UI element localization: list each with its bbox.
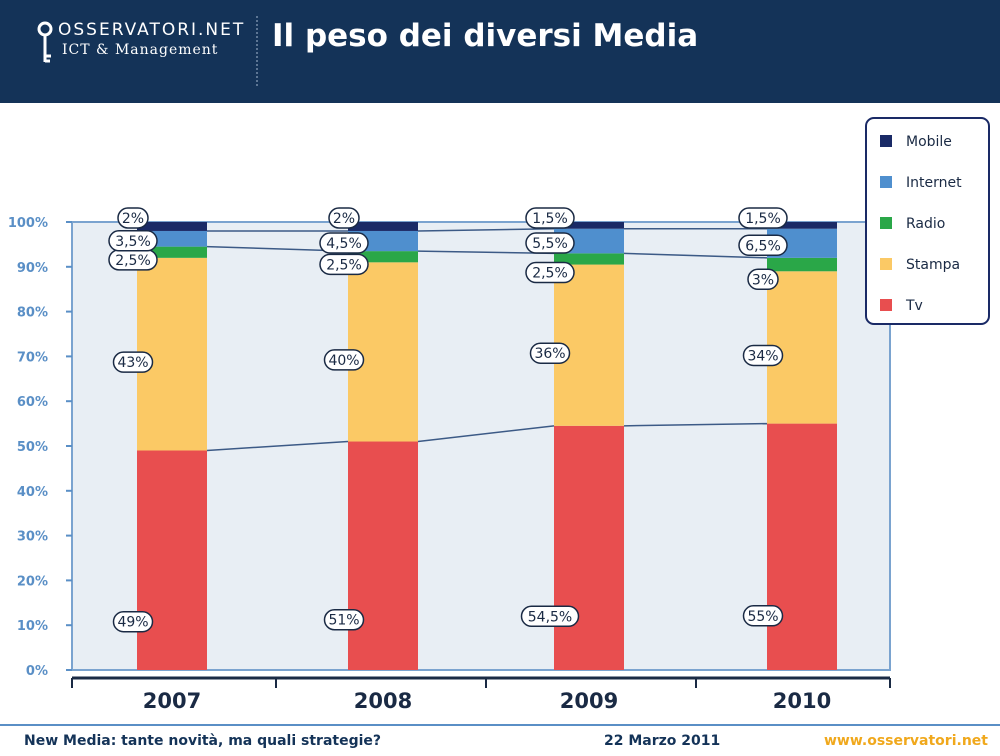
bar-radio-2007 [137,246,207,258]
y-tick-label: 0% [26,664,48,679]
bar-tv-2010 [767,423,837,670]
bar-mobile-2010 [767,222,837,229]
footer-divider [0,724,1000,726]
footer-url[interactable]: www.osservatori.net [824,733,988,749]
data-label: 1,5% [532,211,568,227]
data-label-bubble [525,232,575,254]
bar-radio-2009 [554,253,624,265]
data-label-bubble [112,351,154,373]
bar-tv-2008 [348,441,418,670]
footer-caption: New Media: tante novità, ma quali strate… [24,733,382,749]
bar-mobile-2007 [137,222,207,231]
data-label: 2,5% [532,266,568,282]
legend-label: Tv [905,298,923,314]
connector-line [206,440,349,452]
data-label-bubble [117,207,149,229]
data-label: 3% [752,272,774,288]
bar-tv-2007 [137,450,207,670]
legend-label: Mobile [906,134,952,150]
data-label: 1,5% [745,211,781,227]
connector-line [417,250,555,255]
y-tick-label: 50% [17,440,48,455]
legend-swatch-stampa [880,258,892,270]
data-label: 49% [117,615,148,631]
data-label-bubble [738,207,788,229]
data-label-bubble [525,207,575,229]
data-label-bubble [319,232,369,254]
data-label: 55% [747,609,778,625]
legend-swatch-tv [880,299,892,311]
bar-radio-2010 [767,257,837,272]
x-tick-label: 2009 [560,689,618,713]
data-label-bubble [529,342,571,364]
footer-date: 22 Marzo 2011 [604,733,721,749]
data-label: 36% [534,346,565,362]
header-divider [256,16,258,86]
data-label: 2% [122,211,144,227]
y-tick-label: 90% [17,261,48,276]
stacked-bar-chart: 0% 10% 20% 30% 40% 50% 60% 70% 80% 90% 100% 2007 200… [8,117,990,713]
data-label: 3,5% [115,234,151,250]
data-label: 4,5% [326,236,362,252]
data-label: 2,5% [115,253,151,269]
data-label-bubble [742,605,784,627]
legend-swatch-radio [880,217,892,229]
data-label: 5,5% [532,236,568,252]
connector-line [417,425,555,443]
bar-tv-2009 [554,425,624,670]
legend-box [865,117,990,325]
data-label-bubble [520,605,580,628]
page-title: Il peso dei diversi Media [272,18,699,54]
bar-radio-2008 [348,251,418,263]
data-label-bubble [328,207,360,229]
bar-mobile-2009 [554,222,624,229]
data-label-bubble [319,253,369,276]
data-label: 2% [333,211,355,227]
y-tick-label: 30% [17,530,48,545]
data-label: 51% [328,613,359,629]
connector-line [623,252,768,259]
data-label: 34% [747,348,778,364]
header-banner: OSSERVATORI.NET ICT & Management Il peso… [0,0,1000,103]
data-label: 43% [117,355,148,371]
connector-line [417,227,555,232]
legend-swatch-mobile [880,135,892,147]
data-label-bubble [323,349,365,371]
legend-label: Radio [906,216,945,232]
y-tick-label: 10% [17,619,48,634]
data-label: 6,5% [745,238,781,254]
data-label: 40% [328,353,359,369]
data-label: 2,5% [326,257,362,273]
bar-mobile-2008 [348,222,418,231]
y-tick-label: 60% [17,395,48,410]
connector-line [623,422,768,427]
y-tick-label: 40% [17,485,48,500]
plot-area [71,221,891,671]
data-label-bubble [108,230,158,252]
y-tick-label: 80% [17,306,48,321]
legend-label: Stampa [906,257,960,273]
legend-label: Internet [906,175,962,191]
logo-wordmark: OSSERVATORI.NET [58,20,246,40]
data-label-bubble [112,610,154,633]
data-label-bubble [323,608,365,631]
key-icon [37,21,53,63]
y-tick-label: 100% [8,216,48,231]
data-label-bubble [738,234,788,257]
x-tick-label: 2007 [143,689,201,713]
y-tick-label: 20% [17,574,48,589]
x-tick-label: 2010 [773,689,831,713]
data-label: 54,5% [528,609,572,625]
y-tick-label: 70% [17,350,48,365]
legend-swatch-internet [880,176,892,188]
data-label-bubble [742,344,784,367]
data-label-bubble [525,261,575,284]
data-label-bubble [747,268,779,291]
logo-tagline: ICT & Management [62,42,219,58]
x-tick-label: 2008 [354,689,412,713]
